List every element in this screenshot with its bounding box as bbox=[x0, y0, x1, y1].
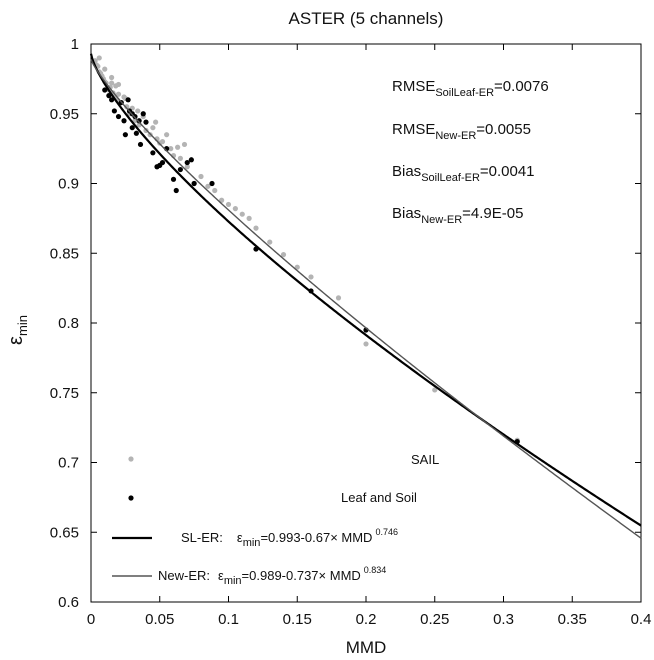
point-sail bbox=[294, 264, 300, 270]
x-tick-label: 0.35 bbox=[558, 611, 587, 628]
point-leaf-soil bbox=[125, 97, 131, 103]
point-sail bbox=[135, 108, 141, 114]
point-leaf-soil bbox=[122, 132, 128, 138]
point-sail bbox=[239, 211, 245, 217]
y-tick-label: 0.7 bbox=[58, 455, 79, 472]
legend: SAIL Leaf and Soil SL-ER: εmin=0.993-0.67… bbox=[112, 452, 439, 587]
legend-label-new-er: New-ER: εmin=0.989-0.737× MMD 0.834 bbox=[158, 565, 386, 587]
point-sail bbox=[212, 187, 218, 194]
curve-sl-er bbox=[89, 53, 642, 527]
x-tick-label: 0.3 bbox=[493, 611, 514, 628]
point-sail bbox=[177, 155, 183, 161]
y-tick-label: 0.8 bbox=[58, 315, 79, 332]
point-leaf-soil bbox=[133, 130, 139, 136]
legend-marker-leafsoil bbox=[128, 495, 134, 501]
fit-curves bbox=[89, 53, 642, 539]
point-sail bbox=[225, 201, 232, 208]
point-leaf-soil bbox=[129, 125, 135, 131]
point-sail bbox=[335, 295, 342, 301]
svg-text:εmin: εmin bbox=[5, 315, 30, 345]
point-sail bbox=[205, 183, 211, 189]
point-leaf-soil bbox=[115, 113, 122, 120]
point-sail bbox=[432, 387, 438, 393]
point-sail bbox=[280, 252, 287, 258]
legend-label-sail: SAIL bbox=[411, 452, 439, 467]
point-sail bbox=[219, 197, 225, 203]
point-leaf-soil bbox=[106, 93, 112, 99]
x-tick-label: 0.4 bbox=[631, 611, 652, 628]
legend-label-sl-er: SL-ER: εmin=0.993-0.67× MMD 0.746 bbox=[181, 527, 398, 549]
y-tick-label: 0.95 bbox=[50, 106, 79, 123]
x-tick-label: 0.05 bbox=[145, 611, 174, 628]
point-leaf-soil bbox=[136, 118, 142, 124]
point-sail bbox=[109, 74, 115, 81]
point-sail bbox=[181, 141, 188, 148]
x-tick-label: 0 bbox=[87, 611, 95, 628]
point-sail bbox=[184, 164, 190, 170]
point-leaf-soil bbox=[188, 157, 194, 163]
point-leaf-soil bbox=[143, 119, 149, 125]
x-axis-label: MMD bbox=[346, 638, 387, 657]
y-tick-label: 0.85 bbox=[50, 245, 79, 262]
legend-label-leafsoil: Leaf and Soil bbox=[341, 490, 417, 505]
stats-annotations: RMSESoilLeaf-ER=0.0076 RMSENew-ER=0.0055… bbox=[392, 78, 549, 226]
point-sail bbox=[159, 139, 166, 145]
curve-new-er bbox=[90, 59, 642, 539]
point-leaf-soil bbox=[159, 159, 166, 166]
stat-rmse-new: RMSENew-ER=0.0055 bbox=[392, 121, 531, 142]
point-sail bbox=[253, 225, 259, 231]
y-tick-label: 0.6 bbox=[58, 594, 79, 611]
axis-ticks: 0 0.05 0.1 0.15 0.2 0.25 0.3 0.35 0.4 0.6 0.65 0.7 0… bbox=[50, 36, 652, 628]
stat-bias-soilleaf: BiasSoilLeaf-ER=0.0041 bbox=[392, 163, 535, 184]
point-leaf-soil bbox=[209, 180, 215, 187]
point-leaf-soil bbox=[170, 176, 177, 182]
point-leaf-soil bbox=[121, 118, 127, 124]
point-sail bbox=[198, 173, 204, 180]
y-tick-label: 0.9 bbox=[58, 176, 79, 193]
point-leaf-soil bbox=[111, 108, 117, 114]
point-leaf-soil bbox=[102, 87, 108, 93]
x-tick-label: 0.1 bbox=[218, 611, 239, 628]
point-sail bbox=[150, 125, 156, 131]
point-sail bbox=[164, 132, 170, 138]
point-leaf-soil bbox=[184, 159, 190, 166]
y-tick-label: 0.65 bbox=[50, 524, 79, 541]
x-tick-label: 0.2 bbox=[356, 611, 377, 628]
point-sail bbox=[267, 239, 273, 245]
plot-area bbox=[90, 43, 642, 603]
point-sail bbox=[168, 146, 174, 152]
point-sail bbox=[96, 55, 102, 61]
point-sail bbox=[102, 66, 108, 72]
y-axis-label-main: ε bbox=[5, 336, 27, 345]
point-leaf-soil bbox=[140, 111, 146, 117]
chart-title: ASTER (5 channels) bbox=[289, 9, 444, 28]
point-sail bbox=[124, 104, 130, 110]
y-tick-label: 0.75 bbox=[50, 385, 79, 402]
point-sail bbox=[153, 119, 159, 125]
point-sail bbox=[308, 274, 314, 280]
point-leaf-soil bbox=[137, 141, 144, 148]
point-sail bbox=[115, 81, 122, 88]
point-leaf-soil bbox=[109, 97, 115, 103]
point-leaf-soil bbox=[173, 187, 179, 194]
y-tick-label: 1 bbox=[71, 36, 79, 53]
point-sail bbox=[175, 144, 181, 150]
stat-rmse-soilleaf: RMSESoilLeaf-ER=0.0076 bbox=[392, 78, 549, 99]
stat-bias-new: BiasNew-ER=4.9E-05 bbox=[392, 205, 523, 226]
point-sail bbox=[109, 80, 115, 86]
y-axis-label: εmin bbox=[5, 315, 30, 345]
point-sail bbox=[232, 206, 238, 212]
y-axis-label-sub: min bbox=[15, 315, 30, 336]
point-sail bbox=[363, 341, 369, 347]
legend-marker-sail bbox=[128, 456, 134, 462]
x-tick-label: 0.15 bbox=[283, 611, 312, 628]
point-sail bbox=[246, 215, 252, 221]
x-tick-label: 0.25 bbox=[420, 611, 449, 628]
point-leaf-soil bbox=[191, 180, 197, 187]
point-sail bbox=[115, 91, 122, 97]
plot-frame bbox=[90, 43, 642, 603]
point-leaf-soil bbox=[177, 166, 183, 173]
point-leaf-soil bbox=[150, 150, 156, 156]
